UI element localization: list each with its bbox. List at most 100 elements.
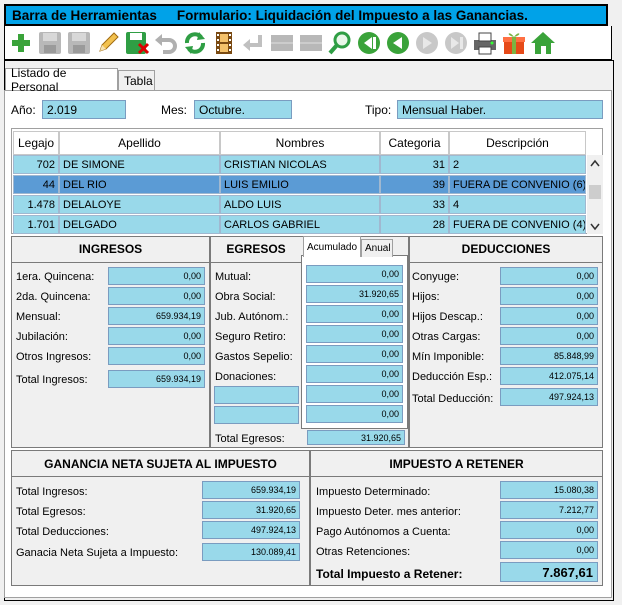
- grid-scrollbar[interactable]: [587, 155, 603, 234]
- chevron-down-icon[interactable]: [590, 223, 600, 231]
- impuesto-total-field[interactable]: 7.867,61: [500, 562, 598, 582]
- last-disabled-icon[interactable]: [442, 29, 470, 57]
- ingresos-mensual-field[interactable]: 659.934,19: [108, 307, 205, 325]
- tab-tabla[interactable]: Tabla: [118, 70, 155, 90]
- ingresos-jubilacion-field[interactable]: 0,00: [108, 327, 205, 345]
- impuesto-determinado-field[interactable]: 15.080,38: [500, 481, 598, 499]
- cell-descripcion: FUERA DE CONVENIO (6): [449, 175, 586, 194]
- tab-label: Listado de Personal: [11, 65, 67, 94]
- ganancia-total-ingresos-field[interactable]: 659.934,19: [202, 481, 300, 499]
- film-icon[interactable]: [210, 29, 238, 57]
- egresos-extra-value-field[interactable]: 0,00: [306, 405, 403, 423]
- col-nombres[interactable]: Nombres: [220, 131, 380, 155]
- cell-nombres: ALDO LUIS: [220, 195, 380, 214]
- egresos-extra-name-field[interactable]: [214, 406, 299, 424]
- refresh-icon[interactable]: [181, 29, 209, 57]
- divider: [11, 262, 210, 263]
- deducciones-label: Deducción Esp.:: [412, 371, 493, 383]
- col-categoria[interactable]: Categoria: [380, 131, 449, 155]
- save-as-disabled-icon[interactable]: [65, 29, 93, 57]
- impuesto-otras-retenciones-field[interactable]: 0,00: [500, 541, 598, 559]
- search-icon[interactable]: [326, 29, 354, 57]
- mes-field[interactable]: Octubre.: [194, 100, 292, 119]
- deducciones-label: Hijos:: [412, 291, 440, 303]
- ingresos-2da-quincena-field[interactable]: 0,00: [108, 287, 205, 305]
- egresos-donaciones-field[interactable]: 0,00: [306, 365, 403, 383]
- previous-icon[interactable]: [384, 29, 412, 57]
- tab-listado-personal[interactable]: Listado de Personal: [5, 66, 118, 94]
- tab-label: Tabla: [124, 73, 153, 88]
- impuesto-label: Otras Retenciones:: [316, 546, 411, 558]
- ingresos-title: INGRESOS: [78, 242, 143, 256]
- cell-apellido: DELALOYE: [59, 195, 220, 214]
- tab-anual[interactable]: Anual: [361, 239, 393, 257]
- tab-label: Acumulado: [307, 241, 358, 253]
- ganancia-total-egresos-field[interactable]: 31.920,65: [202, 501, 300, 519]
- deducciones-esp-field[interactable]: 412.075,14: [500, 367, 598, 385]
- ingresos-label: 1era. Quincena:: [16, 271, 95, 283]
- cell-categoria: 39: [380, 175, 449, 194]
- deducciones-label: Mín Imponible:: [412, 351, 485, 363]
- ganancia-total-deducciones-field[interactable]: 497.924,13: [202, 521, 300, 539]
- cell-descripcion: 2: [449, 155, 586, 174]
- cell-categoria: 28: [380, 215, 449, 234]
- egresos-jub-autonom-field[interactable]: 0,00: [306, 305, 403, 323]
- egresos-total-label: Total Egresos:: [215, 433, 285, 445]
- deducciones-hijos-field[interactable]: 0,00: [500, 287, 598, 305]
- undo-disabled-icon[interactable]: [152, 29, 180, 57]
- divider: [409, 262, 603, 263]
- egresos-extra-name-field[interactable]: [214, 386, 299, 404]
- return-disabled-icon[interactable]: [239, 29, 267, 57]
- cell-categoria: 33: [380, 195, 449, 214]
- col-descripcion[interactable]: Descripción: [449, 131, 586, 155]
- deducciones-otras-cargas-field[interactable]: 0,00: [500, 327, 598, 345]
- cell-legajo: 702: [13, 155, 59, 174]
- gift-icon[interactable]: [500, 29, 528, 57]
- deducciones-hijos-descap-field[interactable]: 0,00: [500, 307, 598, 325]
- ingresos-label: 2da. Quincena:: [16, 291, 91, 303]
- egresos-obra-social-field[interactable]: 31.920,65: [306, 285, 403, 303]
- ingresos-label: Total Ingresos:: [16, 374, 88, 386]
- next-disabled-icon[interactable]: [413, 29, 441, 57]
- edit-icon[interactable]: [94, 29, 122, 57]
- anio-field[interactable]: 2.019: [42, 100, 126, 119]
- impuesto-label: Pago Autónomos a Cuenta:: [316, 526, 451, 538]
- scroll-thumb[interactable]: [589, 185, 601, 199]
- save-disabled-icon[interactable]: [36, 29, 64, 57]
- deducciones-total-field[interactable]: 497.924,13: [500, 388, 598, 406]
- home-icon[interactable]: [529, 29, 557, 57]
- cell-legajo: 1.701: [13, 215, 59, 234]
- egresos-seguro-retiro-field[interactable]: 0,00: [306, 325, 403, 343]
- ganancia-neta-field[interactable]: 130.089,41: [202, 543, 300, 561]
- chevron-up-icon[interactable]: [590, 159, 600, 167]
- egresos-label: Donaciones:: [215, 371, 277, 383]
- ingresos-total-field[interactable]: 659.934,19: [108, 370, 205, 388]
- ganancia-label: Ganacia Neta Sujeta a Impuesto:: [16, 547, 179, 559]
- save-exit-icon[interactable]: [123, 29, 151, 57]
- ingresos-1era-quincena-field[interactable]: 0,00: [108, 267, 205, 285]
- grid-disabled-icon[interactable]: [268, 29, 296, 57]
- col-apellido[interactable]: Apellido: [59, 131, 220, 155]
- ingresos-label: Jubilación:: [16, 331, 68, 343]
- egresos-extra-value-field[interactable]: 0,00: [306, 385, 403, 403]
- egresos-gastos-sepelio-field[interactable]: 0,00: [306, 345, 403, 363]
- egresos-total-field[interactable]: 31.920,65: [307, 430, 405, 445]
- impuesto-pago-autonomos-field[interactable]: 0,00: [500, 521, 598, 539]
- impuesto-mes-anterior-field[interactable]: 7.212,77: [500, 501, 598, 519]
- ganancia-label: Total Ingresos:: [16, 486, 88, 498]
- add-icon[interactable]: [7, 29, 35, 57]
- col-legajo[interactable]: Legajo: [13, 131, 59, 155]
- egresos-mutual-field[interactable]: 0,00: [306, 265, 403, 283]
- deducciones-conyuge-field[interactable]: 0,00: [500, 267, 598, 285]
- divider: [310, 476, 603, 477]
- ingresos-otros-field[interactable]: 0,00: [108, 347, 205, 365]
- deducciones-min-imponible-field[interactable]: 85.848,99: [500, 347, 598, 365]
- grid-disabled-icon[interactable]: [297, 29, 325, 57]
- tab-acumulado[interactable]: Acumulado: [303, 236, 361, 257]
- tipo-label: Tipo:: [365, 103, 392, 117]
- print-icon[interactable]: [471, 29, 499, 57]
- tipo-field[interactable]: Mensual Haber.: [397, 100, 603, 119]
- first-icon[interactable]: [355, 29, 383, 57]
- ganancia-label: Total Deducciones:: [16, 526, 109, 538]
- cell-nombres: LUIS EMILIO: [220, 175, 380, 194]
